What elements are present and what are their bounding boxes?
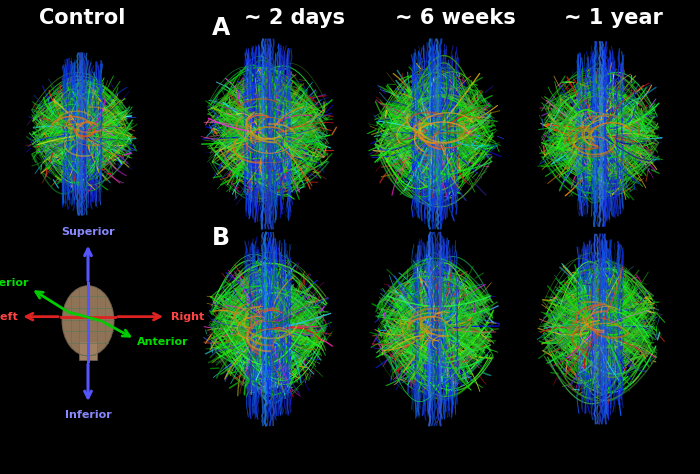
Text: Left: Left xyxy=(0,311,18,322)
Ellipse shape xyxy=(62,286,114,356)
Text: ~ 6 weeks: ~ 6 weeks xyxy=(395,8,515,28)
Text: ~ 2 days: ~ 2 days xyxy=(244,8,346,28)
Text: Posterior: Posterior xyxy=(0,278,28,288)
Text: ~ 1 year: ~ 1 year xyxy=(564,8,662,28)
Text: Right: Right xyxy=(172,311,204,322)
Text: Superior: Superior xyxy=(61,227,115,237)
Text: B: B xyxy=(212,226,230,250)
Text: Inferior: Inferior xyxy=(64,410,111,420)
Text: A: A xyxy=(212,16,230,40)
Text: Control: Control xyxy=(38,8,125,28)
Bar xyxy=(78,342,97,360)
Text: Anterior: Anterior xyxy=(137,337,189,346)
